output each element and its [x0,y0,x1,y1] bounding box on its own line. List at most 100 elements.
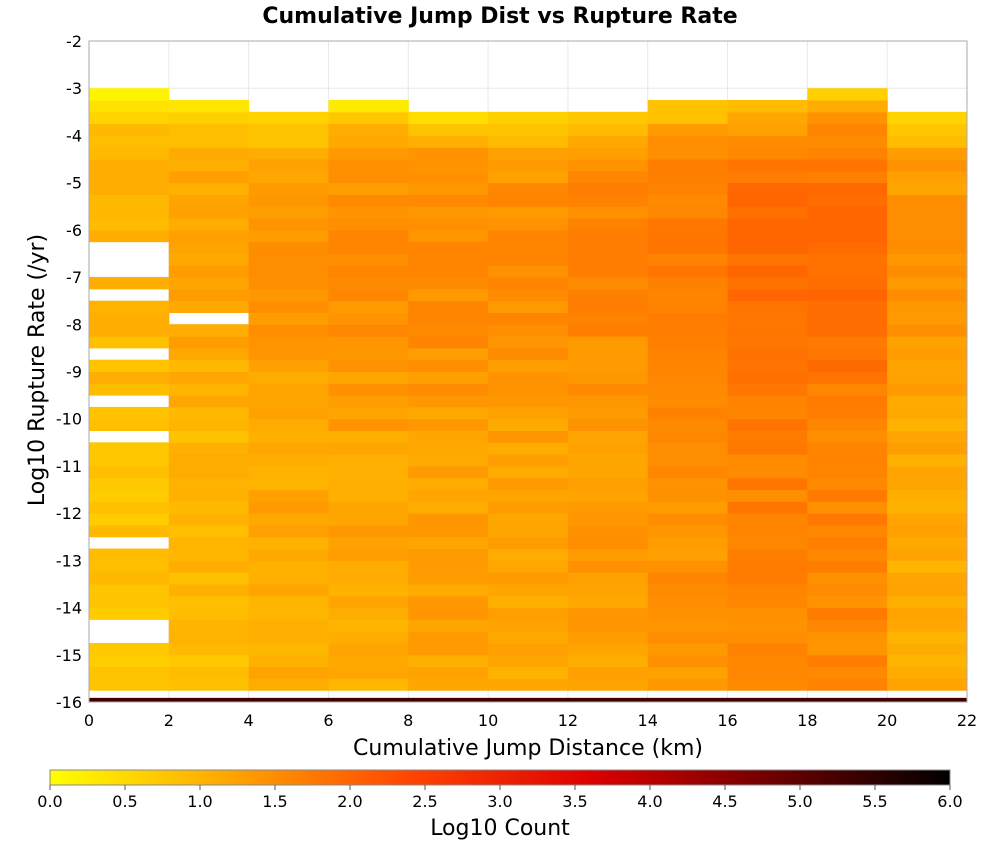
heatmap-cell [248,595,329,609]
colorbar-label: Log10 Count [430,816,570,841]
heatmap-cell [647,336,729,349]
heatmap-cell [567,383,649,396]
heatmap-cell [408,548,489,561]
heatmap-cell [488,359,569,372]
heatmap-cell [727,111,808,125]
heatmap-cell [408,501,489,514]
colorbar-ticks: 0.0 0.5 1.0 1.5 2.0 2.5 3.0 3.5 4.0 4.5 5.0 5.5 6.0 [37,785,963,811]
heatmap-cell [248,123,329,136]
heatmap-cell [647,100,729,113]
heatmap-cell [408,406,489,420]
heatmap-cell [89,477,170,491]
heatmap-cell [727,489,808,502]
y-tick-label: -13 [56,551,82,570]
heatmap-cell [168,454,250,467]
y-tick-label: -3 [66,79,82,98]
heatmap-cell [887,300,968,313]
heatmap-cell [887,607,968,620]
heatmap-cell [488,595,569,609]
heatmap-cell [168,182,250,195]
heatmap-cell [488,383,569,396]
heatmap-cell [887,548,968,561]
heatmap-cell [408,536,489,550]
heatmap-cell [567,241,649,254]
heatmap-cell [89,324,170,337]
heatmap-cell [408,642,489,656]
heatmap-cell [328,536,409,550]
heatmap-cell [887,406,968,420]
heatmap-cell [248,277,329,290]
heatmap-cell [887,159,968,172]
heatmap-cell [647,430,729,443]
heatmap-cell [488,619,569,632]
heatmap-cell [567,159,649,172]
y-tick-label: -16 [56,693,82,712]
heatmap-cell [727,442,808,455]
heatmap-cell [647,595,729,609]
colorbar-tick-label: 0.5 [112,792,137,811]
heatmap-cell [807,454,888,467]
heatmap-cell [807,359,888,372]
heatmap-cell [727,572,808,585]
heatmap-cell [328,182,409,195]
heatmap-cell [328,513,409,526]
x-tick-label: 18 [797,711,817,730]
heatmap-cell [647,123,729,136]
heatmap-cell [727,241,808,254]
heatmap-cell [567,430,649,443]
heatmap-cell [807,395,888,408]
y-tick-label: -5 [66,174,82,193]
heatmap-cell [168,548,250,561]
y-tick-label: -12 [56,504,82,523]
heatmap-cell [807,170,888,184]
heatmap-cell [328,595,409,609]
heatmap-cell [168,324,250,337]
heatmap-cell [89,88,170,101]
heatmap-cell [807,607,888,620]
heatmap-cell [807,347,888,361]
heatmap-cell [727,206,808,219]
heatmap-cell [647,111,729,125]
colorbar-tick-label: 4.5 [712,792,737,811]
heatmap-cell [89,147,170,160]
heatmap-cell [89,524,170,538]
y-tick-label: -7 [66,268,82,287]
heatmap-cell [727,513,808,526]
heatmap-cell [168,536,250,550]
heatmap-cell [727,548,808,561]
heatmap-cell [328,442,409,455]
heatmap-cell [89,194,170,207]
heatmap-cell [727,159,808,172]
heatmap-cell [887,442,968,455]
heatmap-cell [727,288,808,302]
heatmap-cell [89,135,170,148]
heatmap-cell [89,359,170,372]
heatmap-cell [168,560,250,573]
heatmap-cell [647,619,729,632]
heatmap-cell [248,697,329,702]
heatmap-cell [807,265,888,278]
heatmap-cell [887,666,968,679]
heatmap-cell [488,395,569,408]
heatmap-cell [567,477,649,491]
heatmap-cell [248,583,329,597]
heatmap-cell [248,265,329,278]
heatmap-cell [168,642,250,656]
heatmap-cell [807,277,888,290]
heatmap-cell [168,383,250,396]
heatmap-cell [408,135,489,148]
heatmap-cell [887,265,968,278]
heatmap-cell [887,654,968,668]
y-tick-label: -4 [66,126,82,145]
heatmap-cell [89,560,170,573]
heatmap-cell [328,206,409,219]
heatmap-cell [647,312,729,325]
heatmap-cell [567,135,649,148]
x-axis-ticks: 0 2 4 6 8 10 12 14 16 18 20 22 [84,711,977,730]
heatmap-cell [647,383,729,396]
heatmap-cell [328,678,409,691]
heatmap-cell [328,277,409,290]
heatmap-cell [89,697,170,702]
heatmap-cell [248,548,329,561]
heatmap-cell [807,135,888,148]
